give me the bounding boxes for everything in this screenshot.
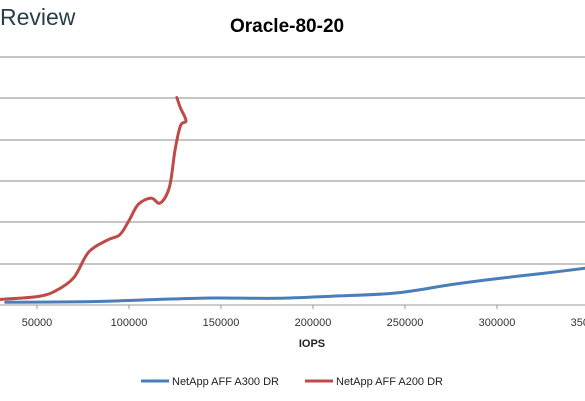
series-layer — [0, 96, 585, 304]
legend-label-a300: NetApp AFF A300 DR — [172, 376, 279, 388]
legend: NetApp AFF A300 DR NetApp AFF A200 DR — [141, 376, 443, 388]
chart-title: Oracle-80-20 — [230, 16, 345, 37]
x-tick-label: 100000 — [111, 317, 148, 329]
series-line-a300 — [4, 266, 585, 304]
logo: Review — [0, 4, 76, 30]
x-tick-label: 50000 — [22, 317, 53, 329]
x-tick-label: 150000 — [203, 317, 240, 329]
x-tick-label: 300000 — [479, 317, 516, 329]
series-line-a200 — [0, 96, 188, 301]
x-axis-label: IOPS — [299, 338, 325, 350]
x-axis-ticks: 50000 100000 150000 200000 250000 300000 35000… — [22, 305, 585, 329]
x-tick-label: 350000 — [571, 317, 585, 329]
grid — [0, 56, 585, 306]
x-tick-label: 200000 — [295, 317, 332, 329]
legend-label-a200: NetApp AFF A200 DR — [336, 376, 443, 388]
x-tick-label: 250000 — [387, 317, 424, 329]
